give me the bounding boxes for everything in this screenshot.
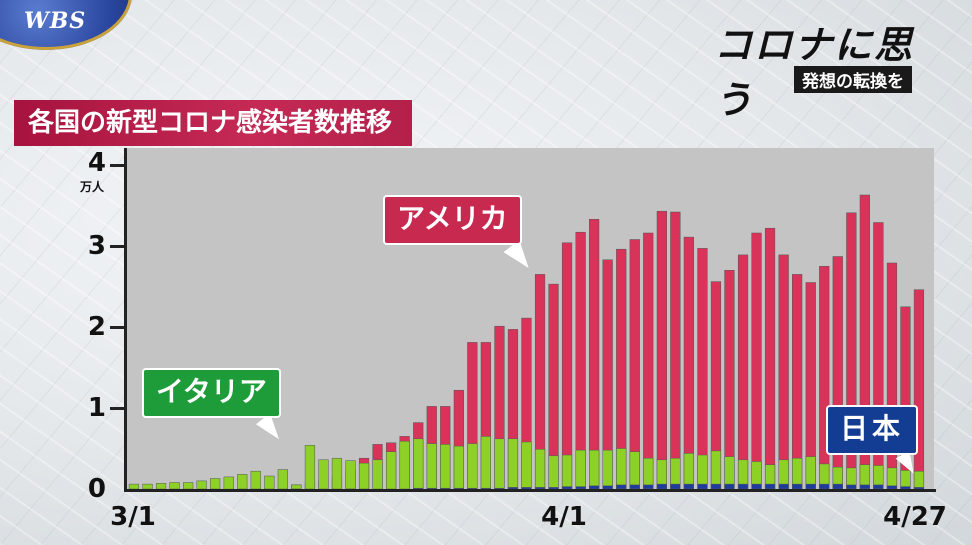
y-tick-label-2: 2 <box>87 312 106 342</box>
italy-bar-41 <box>683 453 694 490</box>
usa-bar-45 <box>737 254 749 490</box>
japan-bar-55 <box>873 484 884 490</box>
y-tick-label-0: 0 <box>87 474 106 504</box>
usa-bar-34 <box>589 219 600 490</box>
brand-title: コロナに思う <box>714 22 915 122</box>
italy-bar-37 <box>629 451 640 490</box>
japan-bar-38 <box>643 484 654 490</box>
y-tick-4 <box>110 164 126 167</box>
italy-bar-38 <box>643 457 654 490</box>
italy-bar-20 <box>399 440 410 490</box>
japan-bar-30 <box>534 487 546 490</box>
italy-bar-30 <box>534 449 546 490</box>
italy-bar-14 <box>318 459 329 490</box>
italy-bar-5 <box>196 480 207 490</box>
italy-bar-12 <box>291 484 302 490</box>
usa-bar-48 <box>778 254 789 490</box>
italy-bar-25 <box>467 443 478 490</box>
y-axis <box>124 148 127 492</box>
italy-bar-18 <box>372 459 383 490</box>
italy-bar-35 <box>602 449 613 490</box>
usa-bar-38 <box>643 232 654 490</box>
italy-bar-10 <box>264 475 275 490</box>
japan-bar-35 <box>602 485 613 490</box>
italy-bar-31 <box>548 455 559 490</box>
usa-bar-44 <box>724 270 735 490</box>
usa-callout: アメリカ <box>383 195 522 245</box>
usa-bar-56 <box>886 262 898 490</box>
y-unit-label: 万人 <box>80 180 105 194</box>
japan-bar-37 <box>629 484 640 490</box>
japan-bar-36 <box>616 484 627 490</box>
italy-bar-26 <box>480 436 491 490</box>
italy-bar-21 <box>413 438 424 490</box>
japan-callout: 日本 <box>826 405 919 455</box>
italy-bar-7 <box>223 476 234 490</box>
chart-title: 各国の新型コロナ感染者数推移 <box>14 100 413 146</box>
italy-bar-33 <box>575 449 586 490</box>
italy-bar-58 <box>913 470 925 490</box>
usa-bar-40 <box>670 211 681 490</box>
italy-bar-8 <box>237 474 248 490</box>
usa-bar-47 <box>764 227 776 490</box>
usa-bar-58 <box>913 289 925 490</box>
usa-bar-46 <box>751 232 762 490</box>
japan-bar-29 <box>521 487 532 490</box>
italy-bar-28 <box>507 438 519 490</box>
japan-bar-34 <box>589 485 600 490</box>
italy-bar-19 <box>386 451 397 490</box>
japan-bar-56 <box>886 485 898 490</box>
x-tick-label-mid: 4/1 <box>541 502 587 532</box>
y-tick-label-3: 3 <box>87 231 106 261</box>
y-tick-label-1: 1 <box>87 393 106 423</box>
usa-bar-49 <box>792 274 803 490</box>
italy-bar-36 <box>616 448 627 490</box>
italy-bar-9 <box>250 470 261 490</box>
italy-bar-17 <box>358 462 370 490</box>
usa-bar-51 <box>819 266 830 490</box>
usa-bar-42 <box>697 248 708 490</box>
japan-bar-31 <box>548 487 559 490</box>
italy-bar-22 <box>426 443 437 490</box>
japan-bar-54 <box>859 484 870 490</box>
italy-bar-2 <box>155 483 167 490</box>
x-tick-label-end: 4/27 <box>883 502 947 532</box>
italy-bar-34 <box>589 449 600 490</box>
japan-bar-58 <box>913 487 925 490</box>
italy-callout: イタリア <box>142 368 281 418</box>
y-tick-label-4: 4 <box>87 148 106 178</box>
y-tick-2 <box>110 326 126 329</box>
usa-bar-32 <box>561 242 573 490</box>
x-axis <box>124 489 936 492</box>
brand-subtitle: 発想の転換を <box>794 66 912 93</box>
x-tick-label-start: 3/1 <box>110 502 156 532</box>
italy-bar-27 <box>494 438 505 490</box>
italy-bar-43 <box>710 450 722 490</box>
y-tick-3 <box>110 245 126 248</box>
y-tick-1 <box>110 407 126 410</box>
italy-bar-23 <box>440 444 451 490</box>
usa-bar-41 <box>683 236 694 490</box>
italy-bar-24 <box>453 445 464 490</box>
japan-bar-53 <box>846 484 857 490</box>
italy-bar-13 <box>304 445 316 490</box>
japan-bar-28 <box>507 487 519 490</box>
italy-bar-29 <box>521 441 532 490</box>
wbs-logo-text: WBS <box>24 8 87 34</box>
italy-bar-11 <box>277 469 288 490</box>
italy-bar-6 <box>210 478 221 490</box>
italy-bar-15 <box>331 457 343 490</box>
italy-bar-16 <box>345 460 356 490</box>
italy-bar-32 <box>561 454 573 490</box>
usa-bar-39 <box>656 210 667 490</box>
